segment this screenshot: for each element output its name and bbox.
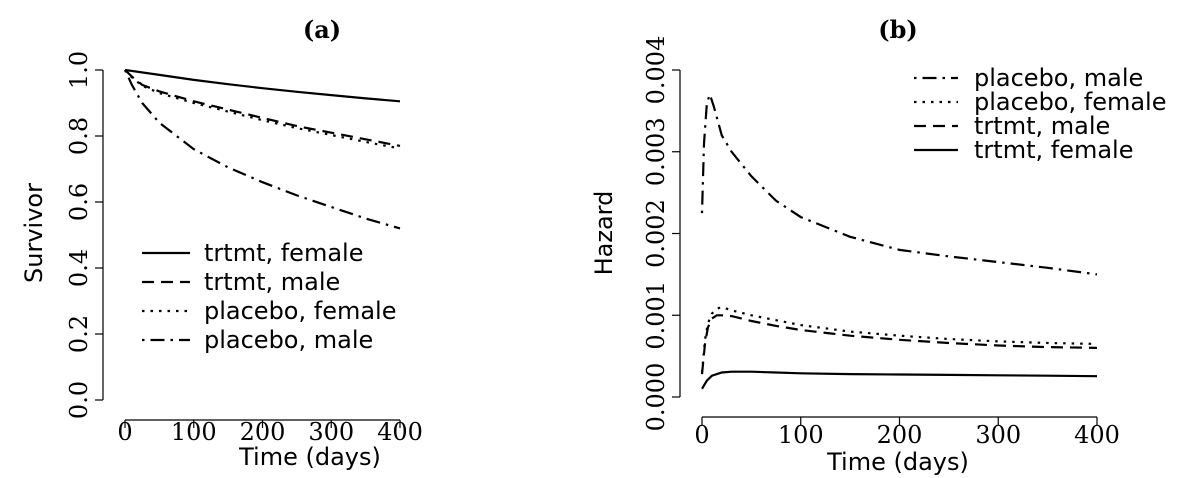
panel-b-x-tick-label: 400 [1074,421,1120,449]
panel-b-y-tick-label: 0.004 [642,36,670,105]
panel-b-legend-label: trtmt, male [974,112,1110,140]
panel-a-series [124,68,401,230]
panel-a-y-tick-label: 1.0 [65,51,93,89]
panel-b-axes: 0 100 200 300 400 0.000 0.001 0.002 0.003 0.004 [642,36,1120,449]
panel-a-series-line-dashdot [124,69,401,230]
panel-a-survivor-chart: (a) 0 100 200 300 400 0.0 0.2 0.4 0.6 0.8 1.0 Time… [20,15,423,471]
panel-a-y-tick-label: 0.2 [65,315,93,353]
panel-a-series-line-dotted [124,69,401,150]
panel-b-x-tick-label: 300 [975,421,1021,449]
panel-b-series-line-dashdot [700,91,1098,276]
panel-b-x-axis-label: Time (days) [826,448,969,476]
panel-b-series-line-solid [701,370,1098,390]
panel-a-legend-label: trtmt, male [204,268,340,296]
panel-b-y-tick-label: 0.003 [642,117,670,186]
panel-a-y-tick-label: 0.0 [65,381,93,419]
panel-a-x-tick-label: 400 [377,418,423,446]
panel-a-x-tick-label: 300 [308,418,354,446]
panel-b-legend-label: trtmt, female [974,136,1133,164]
panel-a-legend-label: placebo, male [204,326,373,354]
panel-b-legend-label: placebo, male [974,64,1143,92]
panel-b-y-tick-label: 0.000 [642,363,670,432]
panel-b-x-tick-label: 200 [877,421,923,449]
panel-b-x-tick-label: 0 [694,421,709,449]
panel-a-axes: 0 100 200 300 400 0.0 0.2 0.4 0.6 0.8 1.0 [65,51,423,446]
panel-a-x-tick-label: 0 [117,418,132,446]
panel-a-series-line-solid [124,68,401,103]
panel-a-x-tick-label: 200 [240,418,286,446]
panel-a-title: (a) [303,15,341,44]
panel-b-y-axis-label: Hazard [590,191,618,276]
panel-b-y-tick-label: 0.001 [642,281,670,350]
panel-b-legend-label: placebo, female [974,88,1166,116]
panel-a-legend-label: trtmt, female [204,239,363,267]
panel-b-series [700,91,1098,390]
panel-b-series-line-dashed [700,314,1098,375]
panel-a-x-axis-label: Time (days) [238,443,381,471]
panel-a-y-tick-label: 0.6 [65,183,93,221]
panel-a-y-axis-label: Survivor [20,183,48,283]
panel-b-title: (b) [878,15,918,44]
panel-a-y-tick-label: 0.4 [65,249,93,287]
panel-a-y-tick-label: 0.8 [65,117,93,155]
panel-a-series-line-dashed [124,69,401,147]
panel-a-legend-label: placebo, female [204,297,396,325]
panel-b-y-tick-label: 0.002 [642,199,670,268]
panel-a-x-tick-label: 100 [171,418,217,446]
panel-b-x-tick-label: 100 [778,421,824,449]
panel-b-hazard-chart: (b) 0 100 200 300 400 0.000 0.001 0.002 0.003 0.0… [590,15,1166,476]
